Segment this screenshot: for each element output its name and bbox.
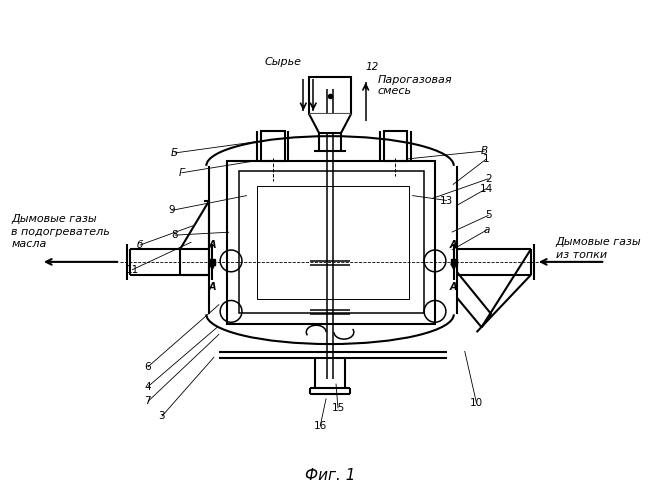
Text: Б: Б (171, 148, 178, 158)
Text: Дымовые газы
из топки: Дымовые газы из топки (556, 237, 641, 260)
Text: 12: 12 (366, 62, 379, 72)
Text: 2: 2 (485, 174, 492, 184)
Bar (257, 186, 409, 300)
Text: А: А (208, 282, 216, 292)
Text: 13: 13 (440, 196, 454, 205)
Bar (309, 77, 351, 114)
Text: 5: 5 (485, 210, 492, 220)
Polygon shape (209, 259, 215, 265)
Text: Парогазовая
смесь: Парогазовая смесь (378, 75, 452, 96)
Text: Сырье: Сырье (264, 57, 301, 67)
Polygon shape (451, 259, 457, 265)
Text: В: В (481, 146, 488, 156)
Bar (261, 131, 284, 161)
Text: А: А (450, 282, 457, 292)
Text: 10: 10 (470, 398, 483, 408)
Text: 9: 9 (169, 206, 175, 216)
Text: 7: 7 (145, 396, 151, 406)
Text: 3: 3 (159, 412, 165, 422)
Bar (227, 161, 435, 324)
Text: 16: 16 (313, 421, 327, 431)
Text: А: А (208, 240, 216, 250)
Text: 14: 14 (480, 184, 493, 194)
Text: б: б (137, 240, 143, 250)
Bar (239, 171, 424, 314)
Text: 6: 6 (145, 362, 151, 372)
Text: Фиг. 1: Фиг. 1 (305, 468, 355, 483)
Text: 8: 8 (171, 230, 178, 240)
Text: 15: 15 (331, 404, 345, 413)
Bar (384, 131, 407, 161)
Text: Дымовые газы
в подогреватель
масла: Дымовые газы в подогреватель масла (11, 214, 110, 249)
Text: 1: 1 (483, 154, 490, 164)
Text: 11: 11 (125, 265, 139, 275)
Text: А: А (450, 240, 457, 250)
Text: Г: Г (179, 168, 185, 178)
Text: 4: 4 (145, 382, 151, 392)
Text: а: а (483, 225, 489, 235)
Polygon shape (309, 114, 351, 133)
